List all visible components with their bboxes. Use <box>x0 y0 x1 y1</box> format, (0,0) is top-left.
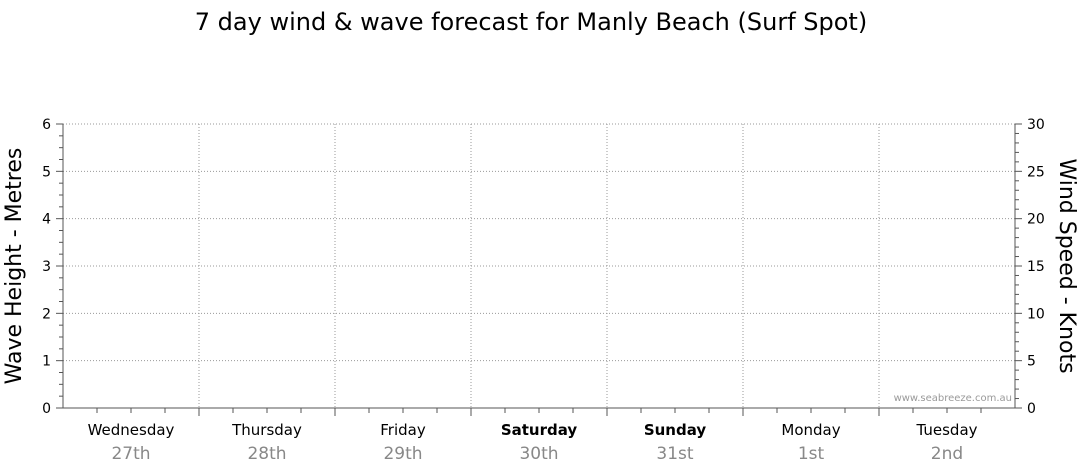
x-date-label: 27th <box>111 444 150 464</box>
right-tick-label: 25 <box>1027 164 1045 180</box>
axes <box>62 124 1016 409</box>
x-day-name-label: Friday <box>380 421 426 439</box>
x-day-name-label: Saturday <box>501 421 578 439</box>
x-day-name-label: Tuesday <box>915 421 977 439</box>
left-axis-ticks: 0 1 2 3 4 5 6 <box>42 117 63 417</box>
grid <box>63 123 1015 408</box>
x-date-label: 28th <box>247 444 286 464</box>
chart-title: 7 day wind & wave forecast for Manly Bea… <box>195 8 867 36</box>
left-axis-title: Wave Height - Metres <box>2 148 27 385</box>
x-day-name-label: Monday <box>781 421 840 439</box>
left-tick-label: 5 <box>42 164 51 180</box>
seabreeze-watermark: www.seabreeze.com.au <box>894 393 1012 404</box>
right-tick-label: 30 <box>1027 117 1045 133</box>
x-date-label: 30th <box>519 444 558 464</box>
x-date-label: 29th <box>383 444 422 464</box>
right-axis-title: Wind Speed - Knots <box>1054 158 1079 373</box>
left-tick-label: 3 <box>42 259 51 275</box>
right-tick-label: 20 <box>1027 212 1045 228</box>
left-tick-label: 2 <box>42 306 51 322</box>
left-tick-label: 0 <box>42 401 51 417</box>
left-tick-label: 1 <box>42 354 51 370</box>
right-tick-label: 5 <box>1027 354 1036 370</box>
x-day-name-label: Wednesday <box>88 421 175 439</box>
right-tick-label: 0 <box>1027 401 1036 417</box>
x-date-label: 31st <box>656 444 693 464</box>
right-tick-label: 15 <box>1027 259 1045 275</box>
x-date-label: 1st <box>798 444 825 464</box>
left-tick-label: 6 <box>42 117 51 133</box>
x-day-name-label: Sunday <box>644 421 707 439</box>
left-tick-label: 4 <box>42 212 51 228</box>
right-tick-label: 10 <box>1027 306 1045 322</box>
right-axis-ticks: 0 5 10 15 20 25 30 <box>1015 117 1045 417</box>
x-day-name-label: Thursday <box>231 421 302 439</box>
x-date-label: 2nd <box>931 444 963 464</box>
x-axis-day-labels: Wednesday 27th Thursday 28th Friday 29th Satur… <box>88 408 982 464</box>
